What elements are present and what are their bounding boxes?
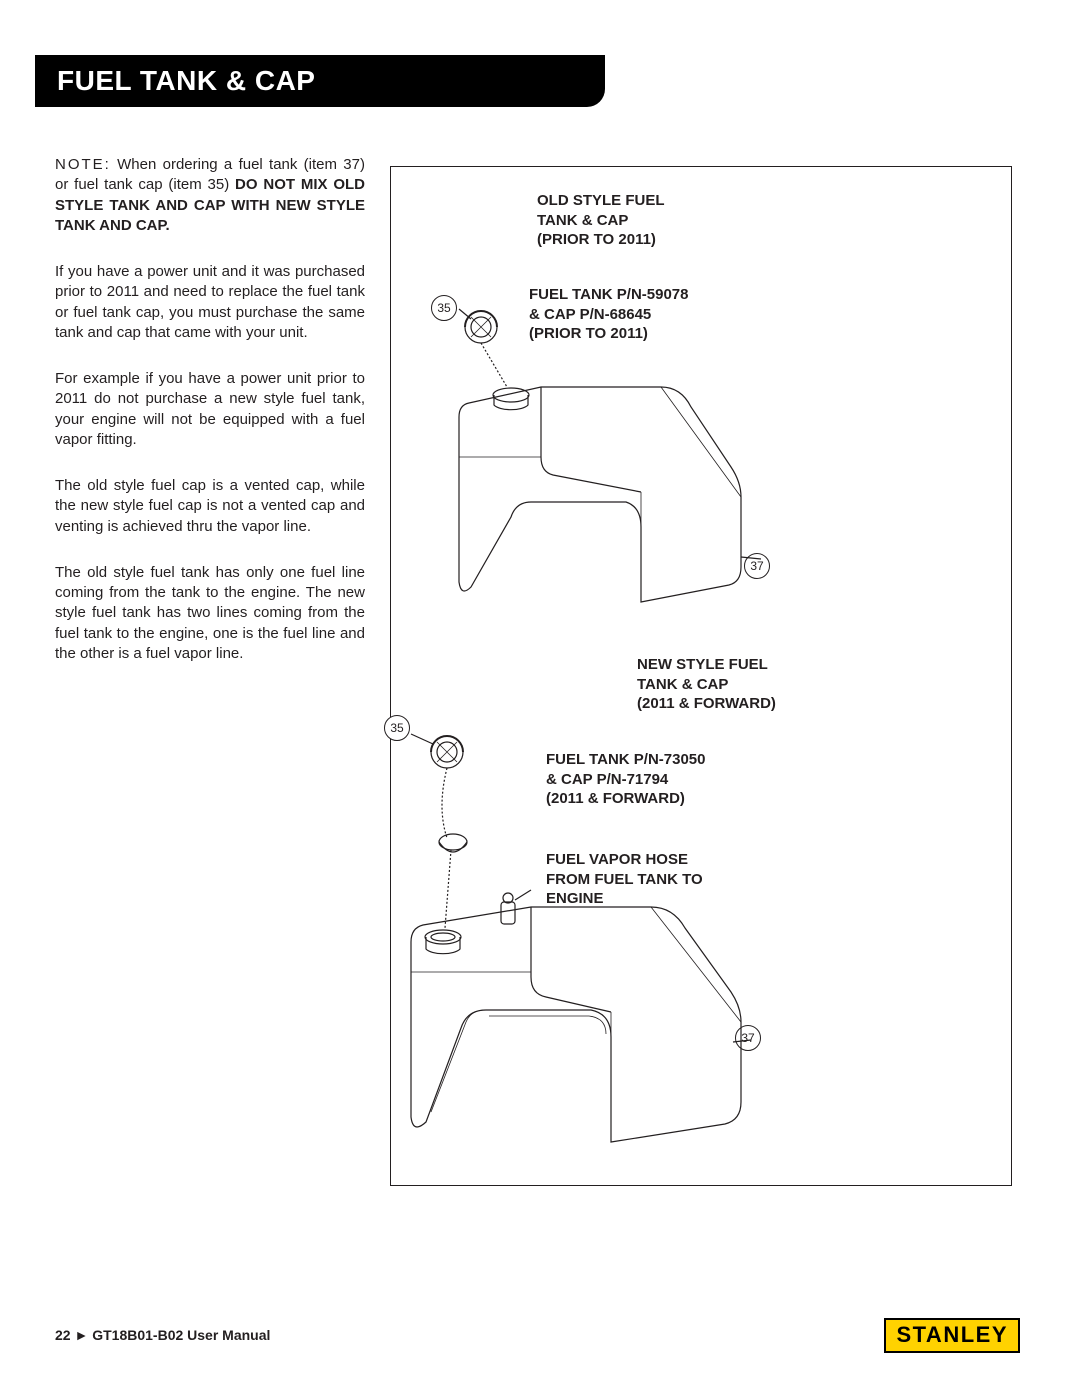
section-title: FUEL TANK & CAP [57, 65, 315, 97]
brand-text: STANLEY [896, 1322, 1008, 1347]
paragraph-4: The old style fuel cap is a vented cap, … [55, 476, 365, 537]
new-tank-icon [381, 722, 781, 1172]
old-style-title-l1: OLD STYLE FUEL [537, 192, 665, 209]
brand-logo: STANLEY [884, 1318, 1020, 1353]
paragraph-5: The old style fuel tank has only one fue… [55, 563, 365, 664]
old-style-title-l2: TANK & CAP [537, 212, 628, 229]
page-number: 22 [55, 1327, 71, 1343]
section-title-bar: FUEL TANK & CAP [35, 55, 605, 107]
new-style-title-l2: TANK & CAP [637, 676, 728, 693]
doc-id: GT18B01-B02 User Manual [92, 1327, 270, 1343]
new-style-title-l1: NEW STYLE FUEL [637, 656, 768, 673]
old-tank-icon [411, 297, 791, 637]
new-style-title: NEW STYLE FUEL TANK & CAP (2011 & FORWAR… [637, 655, 776, 714]
paragraph-note: NOTE: When ordering a fuel tank (item 37… [55, 155, 365, 236]
body-text-column: NOTE: When ordering a fuel tank (item 37… [55, 155, 365, 690]
paragraph-2: If you have a power unit and it was purc… [55, 262, 365, 343]
footer-sep: ► [71, 1327, 93, 1343]
new-style-title-l3: (2011 & FORWARD) [637, 695, 776, 712]
diagram-panel: OLD STYLE FUEL TANK & CAP (PRIOR TO 2011… [390, 166, 1012, 1186]
old-style-title: OLD STYLE FUEL TANK & CAP (PRIOR TO 2011… [537, 191, 665, 250]
page-footer: 22 ► GT18B01-B02 User Manual [55, 1327, 270, 1343]
old-style-title-l3: (PRIOR TO 2011) [537, 231, 656, 248]
note-label: NOTE: [55, 156, 111, 173]
paragraph-3: For example if you have a power unit pri… [55, 369, 365, 450]
